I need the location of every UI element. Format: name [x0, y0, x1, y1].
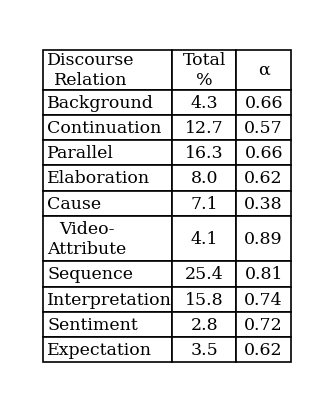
Bar	[172, 191, 236, 216]
Text: 0.62: 0.62	[244, 342, 283, 358]
Text: 0.62: 0.62	[244, 170, 283, 187]
Text: 12.7: 12.7	[185, 119, 224, 137]
Bar	[236, 191, 291, 216]
Text: 4.1: 4.1	[190, 231, 218, 247]
Bar	[43, 337, 172, 362]
Text: 0.72: 0.72	[244, 316, 283, 333]
Text: 25.4: 25.4	[185, 266, 224, 283]
Text: 0.66: 0.66	[244, 145, 283, 162]
Text: 0.74: 0.74	[244, 291, 283, 308]
Bar	[236, 262, 291, 287]
Bar	[236, 216, 291, 262]
Text: 2.8: 2.8	[190, 316, 218, 333]
Text: 16.3: 16.3	[185, 145, 224, 162]
Text: 0.38: 0.38	[244, 195, 283, 212]
Bar	[43, 141, 172, 166]
Text: α: α	[258, 62, 270, 79]
Text: Sentiment: Sentiment	[47, 316, 138, 333]
Bar	[43, 166, 172, 191]
Bar	[172, 141, 236, 166]
Text: 4.3: 4.3	[190, 94, 218, 111]
Bar	[43, 51, 172, 90]
Bar	[236, 337, 291, 362]
Bar	[172, 51, 236, 90]
Bar	[236, 166, 291, 191]
Text: Discourse
Relation: Discourse Relation	[47, 52, 135, 89]
Text: Interpretation: Interpretation	[47, 291, 172, 308]
Text: Video-
Attribute: Video- Attribute	[47, 221, 126, 257]
Bar	[236, 287, 291, 312]
Bar	[236, 115, 291, 141]
Bar	[43, 191, 172, 216]
Bar	[43, 312, 172, 337]
Text: Background: Background	[47, 94, 154, 111]
Bar	[172, 166, 236, 191]
Bar	[172, 90, 236, 115]
Text: Total
%: Total %	[183, 52, 226, 89]
Text: 3.5: 3.5	[190, 342, 218, 358]
Bar	[172, 312, 236, 337]
Text: 0.81: 0.81	[244, 266, 283, 283]
Bar	[172, 337, 236, 362]
Text: Continuation: Continuation	[47, 119, 161, 137]
Bar	[43, 115, 172, 141]
Text: 0.66: 0.66	[244, 94, 283, 111]
Bar	[172, 115, 236, 141]
Bar	[172, 262, 236, 287]
Bar	[236, 312, 291, 337]
Bar	[172, 287, 236, 312]
Text: Expectation: Expectation	[47, 342, 152, 358]
Bar	[43, 216, 172, 262]
Bar	[236, 51, 291, 90]
Text: Sequence: Sequence	[47, 266, 133, 283]
Bar	[236, 90, 291, 115]
Text: 0.89: 0.89	[244, 231, 283, 247]
Bar	[172, 216, 236, 262]
Text: Parallel: Parallel	[47, 145, 114, 162]
Text: 7.1: 7.1	[190, 195, 218, 212]
Bar	[43, 90, 172, 115]
Bar	[43, 287, 172, 312]
Bar	[43, 262, 172, 287]
Bar	[236, 141, 291, 166]
Text: 15.8: 15.8	[185, 291, 224, 308]
Text: Cause: Cause	[47, 195, 101, 212]
Text: Elaboration: Elaboration	[47, 170, 150, 187]
Text: 0.57: 0.57	[244, 119, 283, 137]
Text: 8.0: 8.0	[190, 170, 218, 187]
